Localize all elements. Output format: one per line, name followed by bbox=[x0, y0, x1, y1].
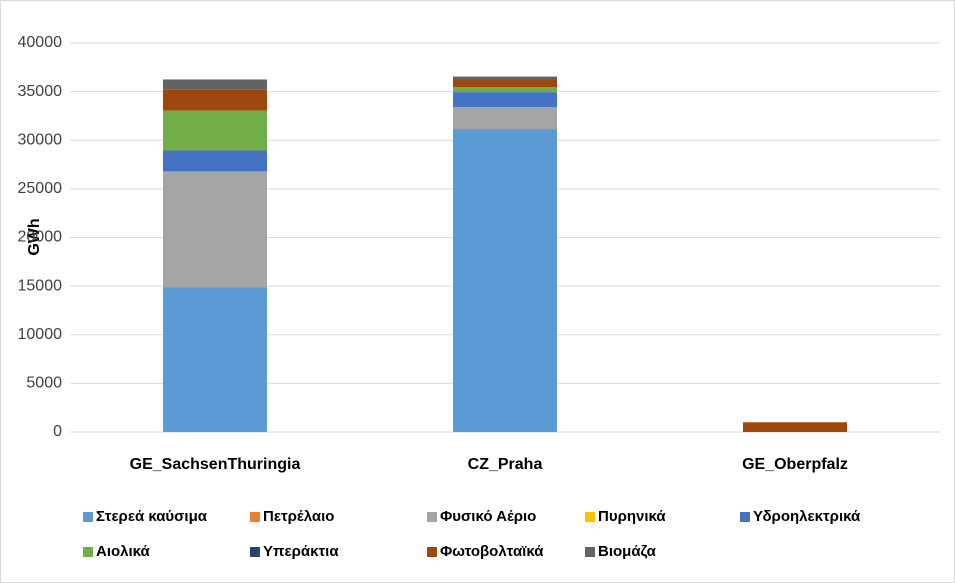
y-axis-label: GWh bbox=[26, 218, 43, 255]
bar-segment bbox=[453, 107, 557, 130]
legend-swatch bbox=[83, 547, 93, 557]
bar-segment bbox=[163, 150, 267, 172]
bar-segment bbox=[743, 422, 847, 432]
y-tick-label: 30000 bbox=[18, 131, 63, 148]
legend-label: Υδροηλεκτρικά bbox=[753, 508, 861, 525]
legend-label: Φωτοβολταϊκά bbox=[440, 543, 544, 560]
legend-swatch bbox=[427, 547, 437, 557]
y-tick-label: 25000 bbox=[18, 180, 63, 197]
legend-swatch bbox=[250, 547, 260, 557]
y-tick-label: 0 bbox=[53, 423, 62, 440]
bar-segment bbox=[453, 92, 557, 108]
bar-segment bbox=[163, 287, 267, 432]
x-tick-label: GE_SachsenThuringia bbox=[130, 456, 301, 473]
legend-label: Στερεά καύσιμα bbox=[96, 508, 208, 525]
bar-segment bbox=[163, 79, 267, 90]
x-tick-label: GE_Oberpfalz bbox=[742, 456, 848, 473]
legend-label: Βιομάζα bbox=[598, 543, 657, 560]
y-tick-label: 35000 bbox=[18, 83, 63, 100]
y-tick-label: 40000 bbox=[18, 34, 63, 51]
y-tick-label: 5000 bbox=[26, 375, 62, 392]
legend-swatch bbox=[585, 547, 595, 557]
bar-segment bbox=[163, 171, 267, 288]
legend-swatch bbox=[740, 512, 750, 522]
legend-label: Πυρηνικά bbox=[598, 508, 666, 525]
x-tick-label: CZ_Praha bbox=[468, 456, 543, 473]
legend-label: Αιολικά bbox=[96, 543, 151, 560]
bar-segment bbox=[453, 87, 557, 93]
y-tick-label: 15000 bbox=[18, 277, 63, 294]
legend-label: Φυσικό Αέριο bbox=[440, 508, 536, 525]
legend-swatch bbox=[250, 512, 260, 522]
bar-segment bbox=[453, 76, 557, 80]
bar-segment bbox=[453, 79, 557, 88]
legend-swatch bbox=[83, 512, 93, 522]
legend-swatch bbox=[585, 512, 595, 522]
bar-segment bbox=[453, 129, 557, 432]
legend-swatch bbox=[427, 512, 437, 522]
y-tick-label: 20000 bbox=[18, 229, 63, 246]
legend-label: Πετρέλαιο bbox=[263, 508, 334, 525]
legend-label: Υπεράκτια bbox=[263, 543, 339, 560]
bar-segment bbox=[163, 89, 267, 111]
y-tick-label: 10000 bbox=[18, 326, 63, 343]
bar-segment bbox=[163, 110, 267, 151]
